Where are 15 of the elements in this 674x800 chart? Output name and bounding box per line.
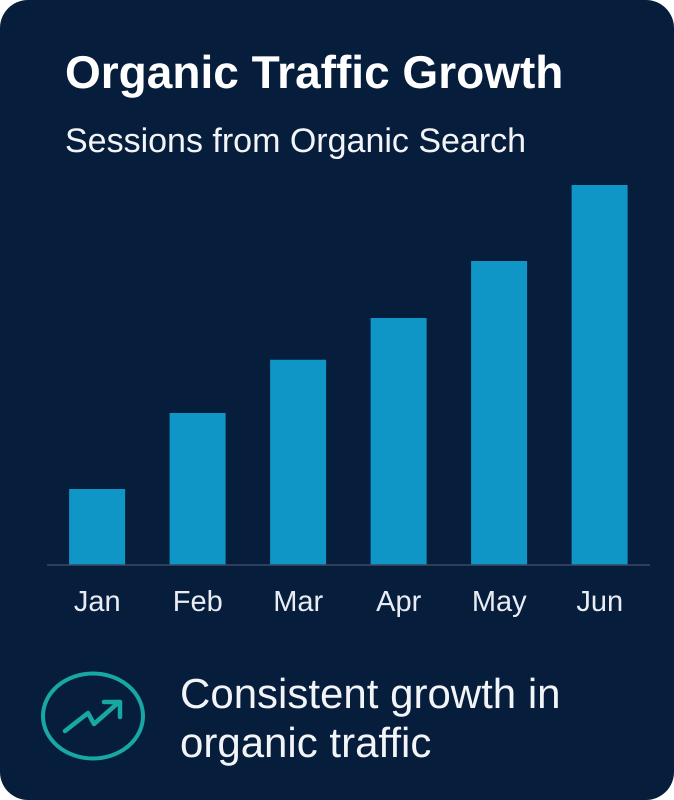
bar (370, 318, 427, 565)
x-tick-label: Apr (376, 586, 422, 618)
bar (471, 261, 528, 565)
bar (170, 413, 226, 565)
bar (69, 489, 126, 565)
x-tick-label: May (472, 586, 528, 618)
x-tick-label: Feb (172, 586, 223, 618)
text: Consistent growth in organic traffic (180, 669, 562, 767)
chart-subtitle: Sessions from Organic Search (65, 122, 526, 160)
x-tick-label: Mar (273, 586, 324, 618)
x-tick-label: Jun (576, 586, 624, 618)
bar (270, 360, 326, 565)
x-tick-label: Jan (74, 586, 121, 618)
bar (572, 185, 628, 565)
chart-title: Organic Traffic Growth (65, 46, 564, 98)
